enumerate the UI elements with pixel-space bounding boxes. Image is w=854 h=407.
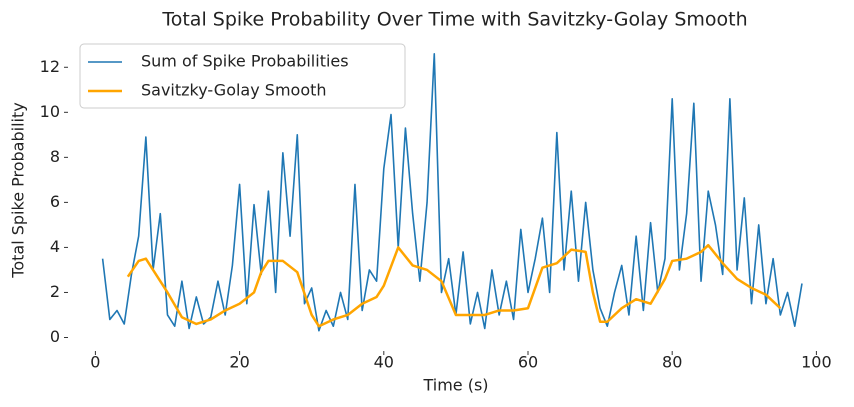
legend-label: Sum of Spike Probabilities [141, 52, 349, 71]
x-tick-label: 20 [229, 353, 249, 372]
x-tick-label: 0 [90, 353, 100, 372]
y-axis-label: Total Spike Probability [9, 102, 28, 278]
y-tick-label: 4 [50, 237, 60, 256]
y-tick-label: 12 [40, 57, 60, 76]
y-tick-label: 10 [40, 102, 60, 121]
chart-title: Total Spike Probability Over Time with S… [161, 9, 747, 31]
x-tick-label: 60 [518, 353, 538, 372]
series-line [101, 52, 803, 332]
legend-box [79, 43, 406, 109]
y-tick-label: 2 [50, 282, 60, 301]
series-line [126, 243, 782, 328]
y-tick-label: 8 [50, 147, 60, 166]
y-tick-label: 0 [50, 327, 60, 346]
x-axis-label: Time (s) [422, 376, 488, 395]
y-tick-label: 6 [50, 192, 60, 211]
x-tick-label: 80 [662, 353, 682, 372]
legend-label: Savitzky-Golay Smooth [141, 81, 327, 100]
x-tick-label: 100 [801, 353, 832, 372]
x-tick-label: 40 [374, 353, 394, 372]
